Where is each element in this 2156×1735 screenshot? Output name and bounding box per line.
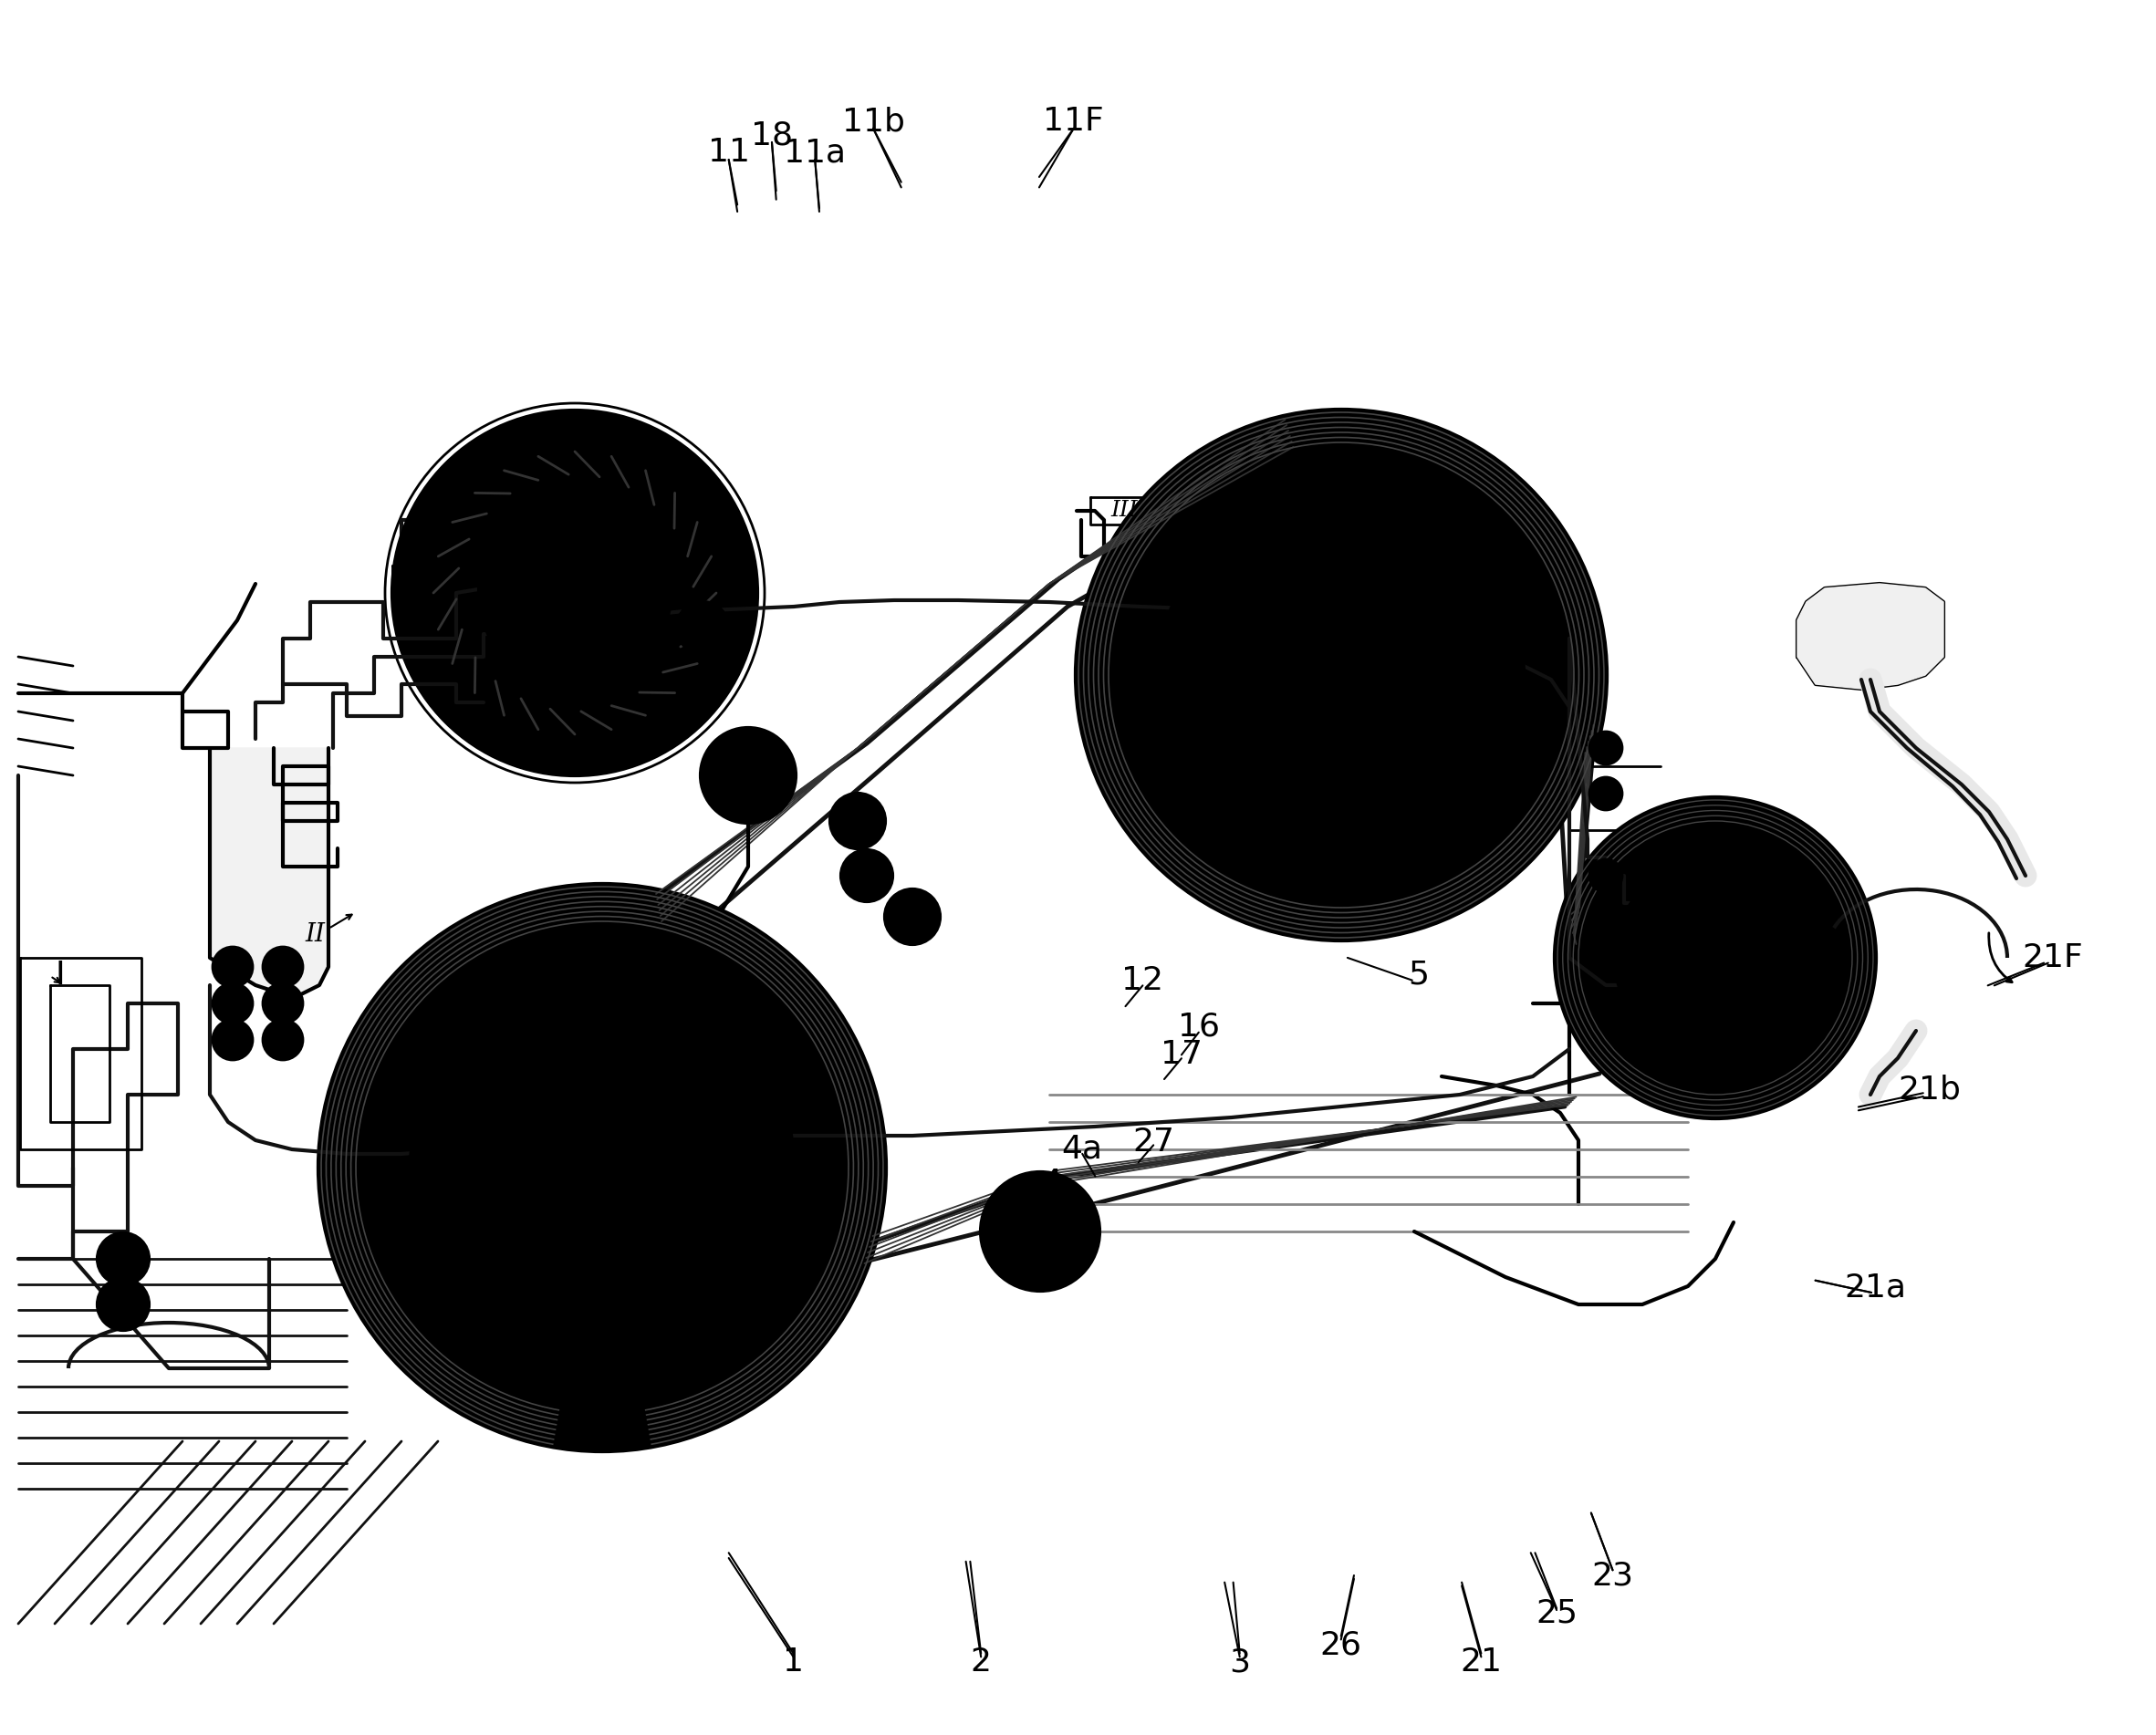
Text: III: III	[1298, 680, 1328, 706]
Polygon shape	[1798, 583, 1943, 689]
Text: II: II	[1307, 666, 1330, 694]
Circle shape	[505, 519, 545, 559]
Text: 11b: 11b	[841, 106, 906, 137]
Text: 11F: 11F	[1044, 106, 1104, 137]
Circle shape	[884, 890, 940, 944]
Circle shape	[550, 567, 599, 618]
Text: 11: 11	[707, 137, 750, 168]
Circle shape	[608, 1067, 640, 1100]
Circle shape	[483, 1050, 720, 1286]
Circle shape	[213, 984, 252, 1024]
Circle shape	[319, 885, 884, 1450]
Circle shape	[1589, 859, 1621, 892]
Circle shape	[677, 602, 729, 652]
Text: 2: 2	[970, 1647, 992, 1678]
Text: II: II	[565, 1131, 586, 1159]
Circle shape	[899, 904, 927, 930]
Circle shape	[263, 984, 302, 1024]
Circle shape	[1615, 857, 1815, 1058]
Circle shape	[981, 1173, 1100, 1291]
Circle shape	[1589, 777, 1621, 810]
Text: 21b: 21b	[1897, 1074, 1962, 1105]
Circle shape	[1222, 557, 1460, 793]
Circle shape	[97, 1279, 149, 1331]
Circle shape	[410, 977, 793, 1359]
Circle shape	[524, 543, 625, 644]
Circle shape	[1324, 571, 1360, 607]
Text: 27: 27	[1132, 1126, 1175, 1157]
Circle shape	[505, 1121, 537, 1154]
Text: 1: 1	[783, 1647, 804, 1678]
Circle shape	[1158, 493, 1524, 857]
Circle shape	[1660, 904, 1770, 1013]
Text: 5: 5	[1408, 959, 1429, 991]
Circle shape	[1589, 732, 1621, 765]
Circle shape	[517, 531, 533, 545]
Text: 21a: 21a	[1846, 1272, 1906, 1303]
Text: 18: 18	[750, 120, 793, 151]
Circle shape	[843, 807, 871, 835]
Circle shape	[224, 994, 241, 1013]
Circle shape	[1324, 658, 1360, 694]
Circle shape	[690, 614, 716, 640]
Text: 17: 17	[1160, 1039, 1203, 1070]
Circle shape	[701, 729, 796, 822]
Text: 23: 23	[1591, 1560, 1634, 1591]
Text: 13: 13	[479, 606, 522, 637]
Circle shape	[1076, 411, 1606, 940]
Text: 3: 3	[1229, 1647, 1250, 1678]
Circle shape	[1024, 1214, 1056, 1247]
Circle shape	[1557, 798, 1876, 1117]
Text: 16: 16	[1177, 1012, 1220, 1043]
Circle shape	[213, 947, 252, 987]
Circle shape	[1302, 637, 1380, 713]
Circle shape	[392, 411, 757, 776]
Circle shape	[274, 994, 291, 1013]
Text: 4a: 4a	[1061, 1133, 1104, 1164]
Text: 11a: 11a	[785, 137, 845, 168]
Circle shape	[224, 1031, 241, 1050]
Circle shape	[563, 579, 589, 606]
Circle shape	[263, 947, 302, 987]
Circle shape	[97, 1234, 149, 1284]
Circle shape	[666, 1182, 701, 1214]
Circle shape	[224, 958, 241, 977]
Circle shape	[1248, 701, 1285, 737]
Circle shape	[1397, 614, 1434, 651]
Text: 25: 25	[1535, 1598, 1578, 1629]
Circle shape	[479, 498, 671, 689]
Circle shape	[582, 1147, 623, 1188]
Circle shape	[735, 762, 761, 789]
Circle shape	[263, 1020, 302, 1060]
Polygon shape	[209, 748, 328, 994]
Circle shape	[1688, 930, 1742, 985]
Circle shape	[1324, 743, 1360, 781]
Text: 4: 4	[1041, 1168, 1063, 1199]
Circle shape	[565, 1129, 640, 1206]
Text: III: III	[1110, 500, 1138, 520]
Circle shape	[274, 958, 291, 977]
Circle shape	[841, 850, 893, 900]
Text: 12: 12	[1121, 965, 1164, 996]
Text: 21F: 21F	[2022, 942, 2083, 973]
Circle shape	[1589, 906, 1621, 937]
Circle shape	[1248, 614, 1285, 651]
Circle shape	[830, 793, 884, 848]
Text: I: I	[56, 959, 65, 991]
Circle shape	[1397, 701, 1434, 737]
Circle shape	[571, 1237, 604, 1270]
Circle shape	[854, 862, 880, 888]
Circle shape	[1007, 1199, 1074, 1265]
Text: 21: 21	[1460, 1647, 1503, 1678]
Circle shape	[213, 1020, 252, 1060]
Text: II: II	[304, 923, 326, 947]
Text: 26: 26	[1319, 1629, 1363, 1660]
Circle shape	[274, 1031, 291, 1050]
Text: 12: 12	[513, 640, 556, 671]
Circle shape	[722, 750, 774, 802]
